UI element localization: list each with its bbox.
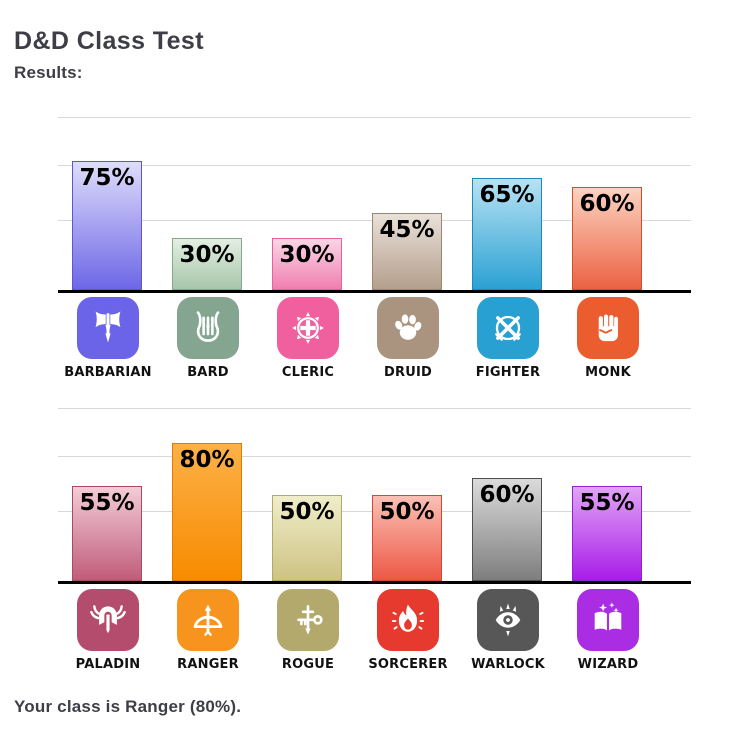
bar-value-monk: 60% — [579, 191, 635, 217]
flame-icon — [377, 589, 439, 651]
gridline-100pct — [58, 408, 691, 409]
result-text: Your class is Ranger (80%). — [14, 697, 242, 716]
fist-icon — [577, 297, 639, 359]
class-label-wizard: WIZARD — [577, 657, 639, 672]
page-title: D&D Class Test — [14, 26, 204, 55]
winged-helmet-icon — [77, 589, 139, 651]
class-label-ranger: RANGER — [177, 657, 239, 672]
class-label-fighter: FIGHTER — [475, 365, 541, 380]
class-label-rogue: ROGUE — [281, 657, 335, 672]
class-label-monk: MONK — [585, 365, 631, 380]
bar-bard: 30% — [172, 238, 242, 290]
class-item-ranger: RANGER — [158, 589, 258, 672]
gridline-100pct — [58, 117, 691, 118]
paw-icon — [377, 297, 439, 359]
bar-ranger: 80% — [172, 443, 242, 581]
gridline-72pct — [58, 165, 691, 167]
bar-barbarian: 75% — [72, 161, 142, 290]
bar-value-barbarian: 75% — [79, 165, 135, 191]
class-item-barbarian: BARBARIAN — [58, 297, 158, 380]
class-item-rogue: ROGUE — [258, 589, 358, 672]
class-label-barbarian: BARBARIAN — [64, 365, 152, 380]
bar-rogue: 50% — [272, 495, 342, 581]
bar-cleric: 30% — [272, 238, 342, 290]
class-label-sorcerer: SORCERER — [368, 657, 448, 672]
gridline-72pct — [58, 456, 691, 458]
class-item-sorcerer: SORCERER — [358, 589, 458, 672]
bow-arrow-icon — [177, 589, 239, 651]
bar-warlock: 60% — [472, 478, 542, 581]
bar-value-bard: 30% — [179, 242, 235, 268]
eye-icon — [477, 589, 539, 651]
class-label-paladin: PALADIN — [75, 657, 141, 672]
lyre-icon — [177, 297, 239, 359]
class-label-bard: BARD — [187, 365, 229, 380]
class-item-bard: BARD — [158, 297, 258, 380]
bar-chart-classes-1: 75% 30% 30% 45% 65% 60% — [58, 110, 691, 293]
class-label-warlock: WARLOCK — [471, 657, 545, 672]
class-item-wizard: WIZARD — [558, 589, 658, 672]
bar-value-ranger: 80% — [179, 447, 235, 473]
holy-cross-icon — [277, 297, 339, 359]
spellbook-icon — [577, 589, 639, 651]
bar-value-wizard: 55% — [579, 490, 635, 516]
bar-value-cleric: 30% — [279, 242, 335, 268]
bar-value-druid: 45% — [379, 217, 435, 243]
bar-value-warlock: 60% — [479, 482, 535, 508]
bar-sorcerer: 50% — [372, 495, 442, 581]
key-dagger-icon — [277, 589, 339, 651]
class-item-cleric: CLERIC — [258, 297, 358, 380]
bar-chart-classes-2: 55% 80% 50% 50% 60% 55% — [58, 401, 691, 584]
class-item-monk: MONK — [558, 297, 658, 380]
class-icon-row-1: BARBARIAN BARD CLERIC DRUID FIGHTER MONK — [58, 297, 691, 389]
results-heading: Results: — [14, 63, 83, 82]
class-item-warlock: WARLOCK — [458, 589, 558, 672]
bar-value-fighter: 65% — [479, 182, 535, 208]
double-axe-icon — [77, 297, 139, 359]
class-item-fighter: FIGHTER — [458, 297, 558, 380]
bar-wizard: 55% — [572, 486, 642, 581]
class-icon-row-2: PALADIN RANGER ROGUE SORCERER WARLOCK WIZARD — [58, 589, 691, 681]
class-label-cleric: CLERIC — [281, 365, 335, 380]
bar-value-sorcerer: 50% — [379, 499, 435, 525]
bar-druid: 45% — [372, 213, 442, 290]
class-item-paladin: PALADIN — [58, 589, 158, 672]
bar-fighter: 65% — [472, 178, 542, 290]
bar-value-paladin: 55% — [79, 490, 135, 516]
class-label-druid: DRUID — [384, 365, 432, 380]
bar-value-rogue: 50% — [279, 499, 335, 525]
bar-paladin: 55% — [72, 486, 142, 581]
crossed-swords-icon — [477, 297, 539, 359]
class-item-druid: DRUID — [358, 297, 458, 380]
bar-monk: 60% — [572, 187, 642, 290]
